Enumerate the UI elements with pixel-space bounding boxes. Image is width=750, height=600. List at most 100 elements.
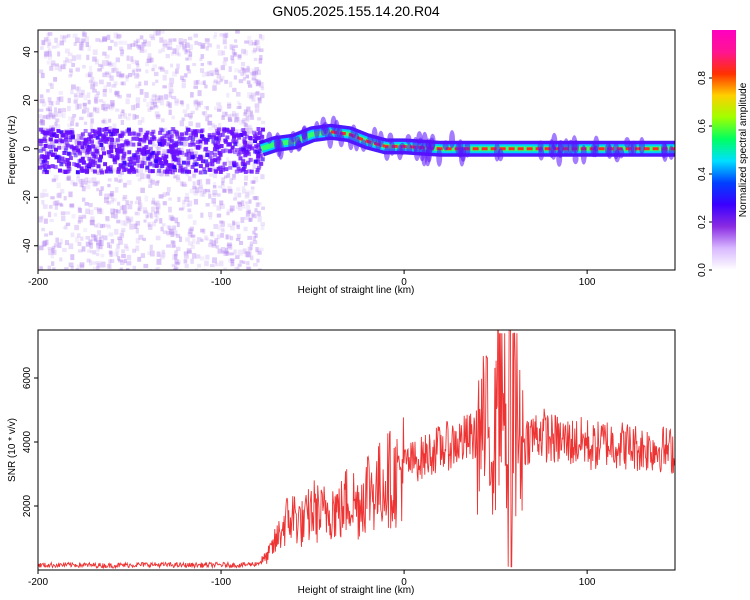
spectrogram-noise-cell — [234, 267, 239, 270]
spectrogram-noise-cell — [136, 103, 140, 108]
spectrogram-noise-cell — [212, 172, 217, 179]
spectrogram-band-cell — [177, 150, 182, 155]
spectrogram-band-cell — [179, 165, 184, 170]
spectrogram-noise-cell — [107, 72, 112, 78]
spectrogram-noise-cell — [242, 76, 246, 81]
spectrogram-noise-cell — [117, 236, 123, 241]
spectrogram-noise-cell — [47, 211, 52, 218]
spectrogram-band-cell — [255, 170, 260, 175]
spectrogram-noise-cell — [243, 127, 249, 133]
spectrogram-noise-cell — [202, 155, 206, 160]
spectrogram-noise-cell — [186, 103, 190, 110]
spectrogram-noise-cell — [61, 112, 66, 119]
spectrogram-noise-cell — [183, 140, 188, 147]
spectrogram-band-cell — [214, 144, 219, 149]
snr-series-line — [38, 330, 675, 570]
spectrogram-noise-cell — [214, 238, 219, 244]
spectrogram-noise-cell — [119, 267, 124, 270]
spectrogram-noise-cell — [258, 58, 263, 64]
spectrogram-band-cell — [237, 135, 242, 140]
spectrogram-noise-cell — [222, 33, 228, 39]
colorbar-tick-label: 0.8 — [697, 71, 708, 85]
spectrogram-band-cell — [232, 135, 237, 140]
spectrogram-band-cell — [143, 134, 148, 139]
spectrogram-noise-cell — [89, 250, 94, 254]
spectrogram-y-tick-label: 0 — [22, 146, 33, 152]
spectrogram-noise-cell — [81, 197, 86, 202]
spectrogram-noise-cell — [209, 239, 213, 245]
spectrogram-noise-cell — [238, 69, 242, 74]
spectrogram-band-cell — [189, 133, 194, 138]
spectrogram-band-cell — [70, 135, 75, 140]
spectrogram-noise-cell — [127, 43, 132, 50]
spectrogram-noise-cell — [45, 141, 49, 145]
spectrogram-noise-cell — [230, 55, 235, 61]
spectrogram-noise-cell — [245, 74, 249, 79]
spectrogram-noise-cell — [156, 113, 161, 117]
spectrogram-band-cell — [59, 130, 64, 135]
spectrogram-noise-cell — [159, 218, 163, 224]
spectrogram-noise-cell — [181, 78, 186, 83]
spectrogram-noise-cell — [83, 103, 87, 109]
spectrogram-band-cell — [104, 131, 109, 136]
spectrogram-noise-cell — [55, 100, 60, 105]
spectrogram-noise-cell — [254, 208, 258, 213]
spectrogram-noise-cell — [156, 145, 162, 151]
spectrogram-ridge-blob — [396, 144, 403, 161]
spectrogram-noise-cell — [216, 193, 221, 197]
spectrogram-band-cell — [72, 162, 77, 167]
spectrogram-noise-cell — [81, 109, 86, 114]
spectrogram-noise-cell — [120, 170, 125, 175]
spectrogram-noise-cell — [241, 189, 246, 194]
spectrogram-noise-cell — [120, 81, 124, 86]
spectrogram-noise-cell — [240, 217, 245, 223]
spectrogram-noise-cell — [80, 38, 85, 43]
spectrogram-noise-cell — [154, 143, 159, 148]
spectrogram-noise-cell — [113, 81, 118, 86]
spectrogram-band-cell — [234, 132, 239, 137]
spectrogram-noise-cell — [215, 262, 219, 267]
spectrogram-band-cell — [85, 150, 90, 155]
spectrogram-noise-cell — [51, 60, 56, 66]
spectrogram-band-cell — [88, 163, 93, 168]
spectrogram-noise-cell — [117, 94, 122, 99]
spectrogram-noise-cell — [247, 92, 252, 98]
spectrogram-noise-cell — [227, 186, 232, 191]
spectrogram-noise-cell — [225, 234, 229, 240]
spectrogram-noise-cell — [205, 178, 211, 185]
spectrogram-noise-cell — [254, 70, 258, 75]
spectrogram-noise-cell — [232, 87, 237, 93]
spectrogram-noise-cell — [127, 140, 133, 144]
spectrogram-noise-cell — [96, 265, 100, 270]
spectrogram-noise-cell — [173, 175, 177, 179]
spectrogram-noise-cell — [230, 113, 234, 117]
spectrogram-band-cell — [38, 141, 43, 146]
figure-title: GN05.2025.155.14.20.R04 — [272, 3, 440, 19]
spectrogram-noise-cell — [217, 50, 223, 56]
spectrogram-noise-cell — [45, 107, 50, 112]
spectrogram-noise-cell — [207, 190, 211, 195]
spectrogram-band-cell — [244, 134, 249, 139]
spectrogram-noise-cell — [153, 101, 158, 108]
spectrogram-noise-cell — [96, 207, 102, 212]
spectrogram-noise-cell — [184, 196, 190, 202]
spectrogram-noise-cell — [108, 244, 113, 249]
spectrogram-noise-cell — [161, 223, 166, 227]
spectrogram-noise-cell — [93, 158, 98, 163]
spectrogram-noise-cell — [40, 72, 45, 79]
spectrogram-noise-cell — [76, 173, 80, 179]
spectrogram-noise-cell — [96, 268, 100, 270]
spectrogram-noise-cell — [176, 174, 180, 181]
spectrogram-band-cell — [190, 140, 195, 145]
spectrogram-ridge-blob — [563, 138, 570, 156]
spectrogram-noise-cell — [54, 107, 58, 112]
spectrogram-band-cell — [216, 159, 221, 164]
spectrogram-noise-cell — [249, 139, 254, 144]
spectrogram-noise-cell — [56, 193, 62, 198]
spectrogram-noise-cell — [228, 81, 233, 88]
spectrogram-band-cell — [122, 160, 127, 165]
spectrogram-noise-cell — [221, 177, 225, 183]
spectrogram-noise-cell — [150, 101, 155, 106]
spectrogram-band-cell — [201, 137, 206, 142]
spectrogram-noise-cell — [254, 67, 259, 71]
